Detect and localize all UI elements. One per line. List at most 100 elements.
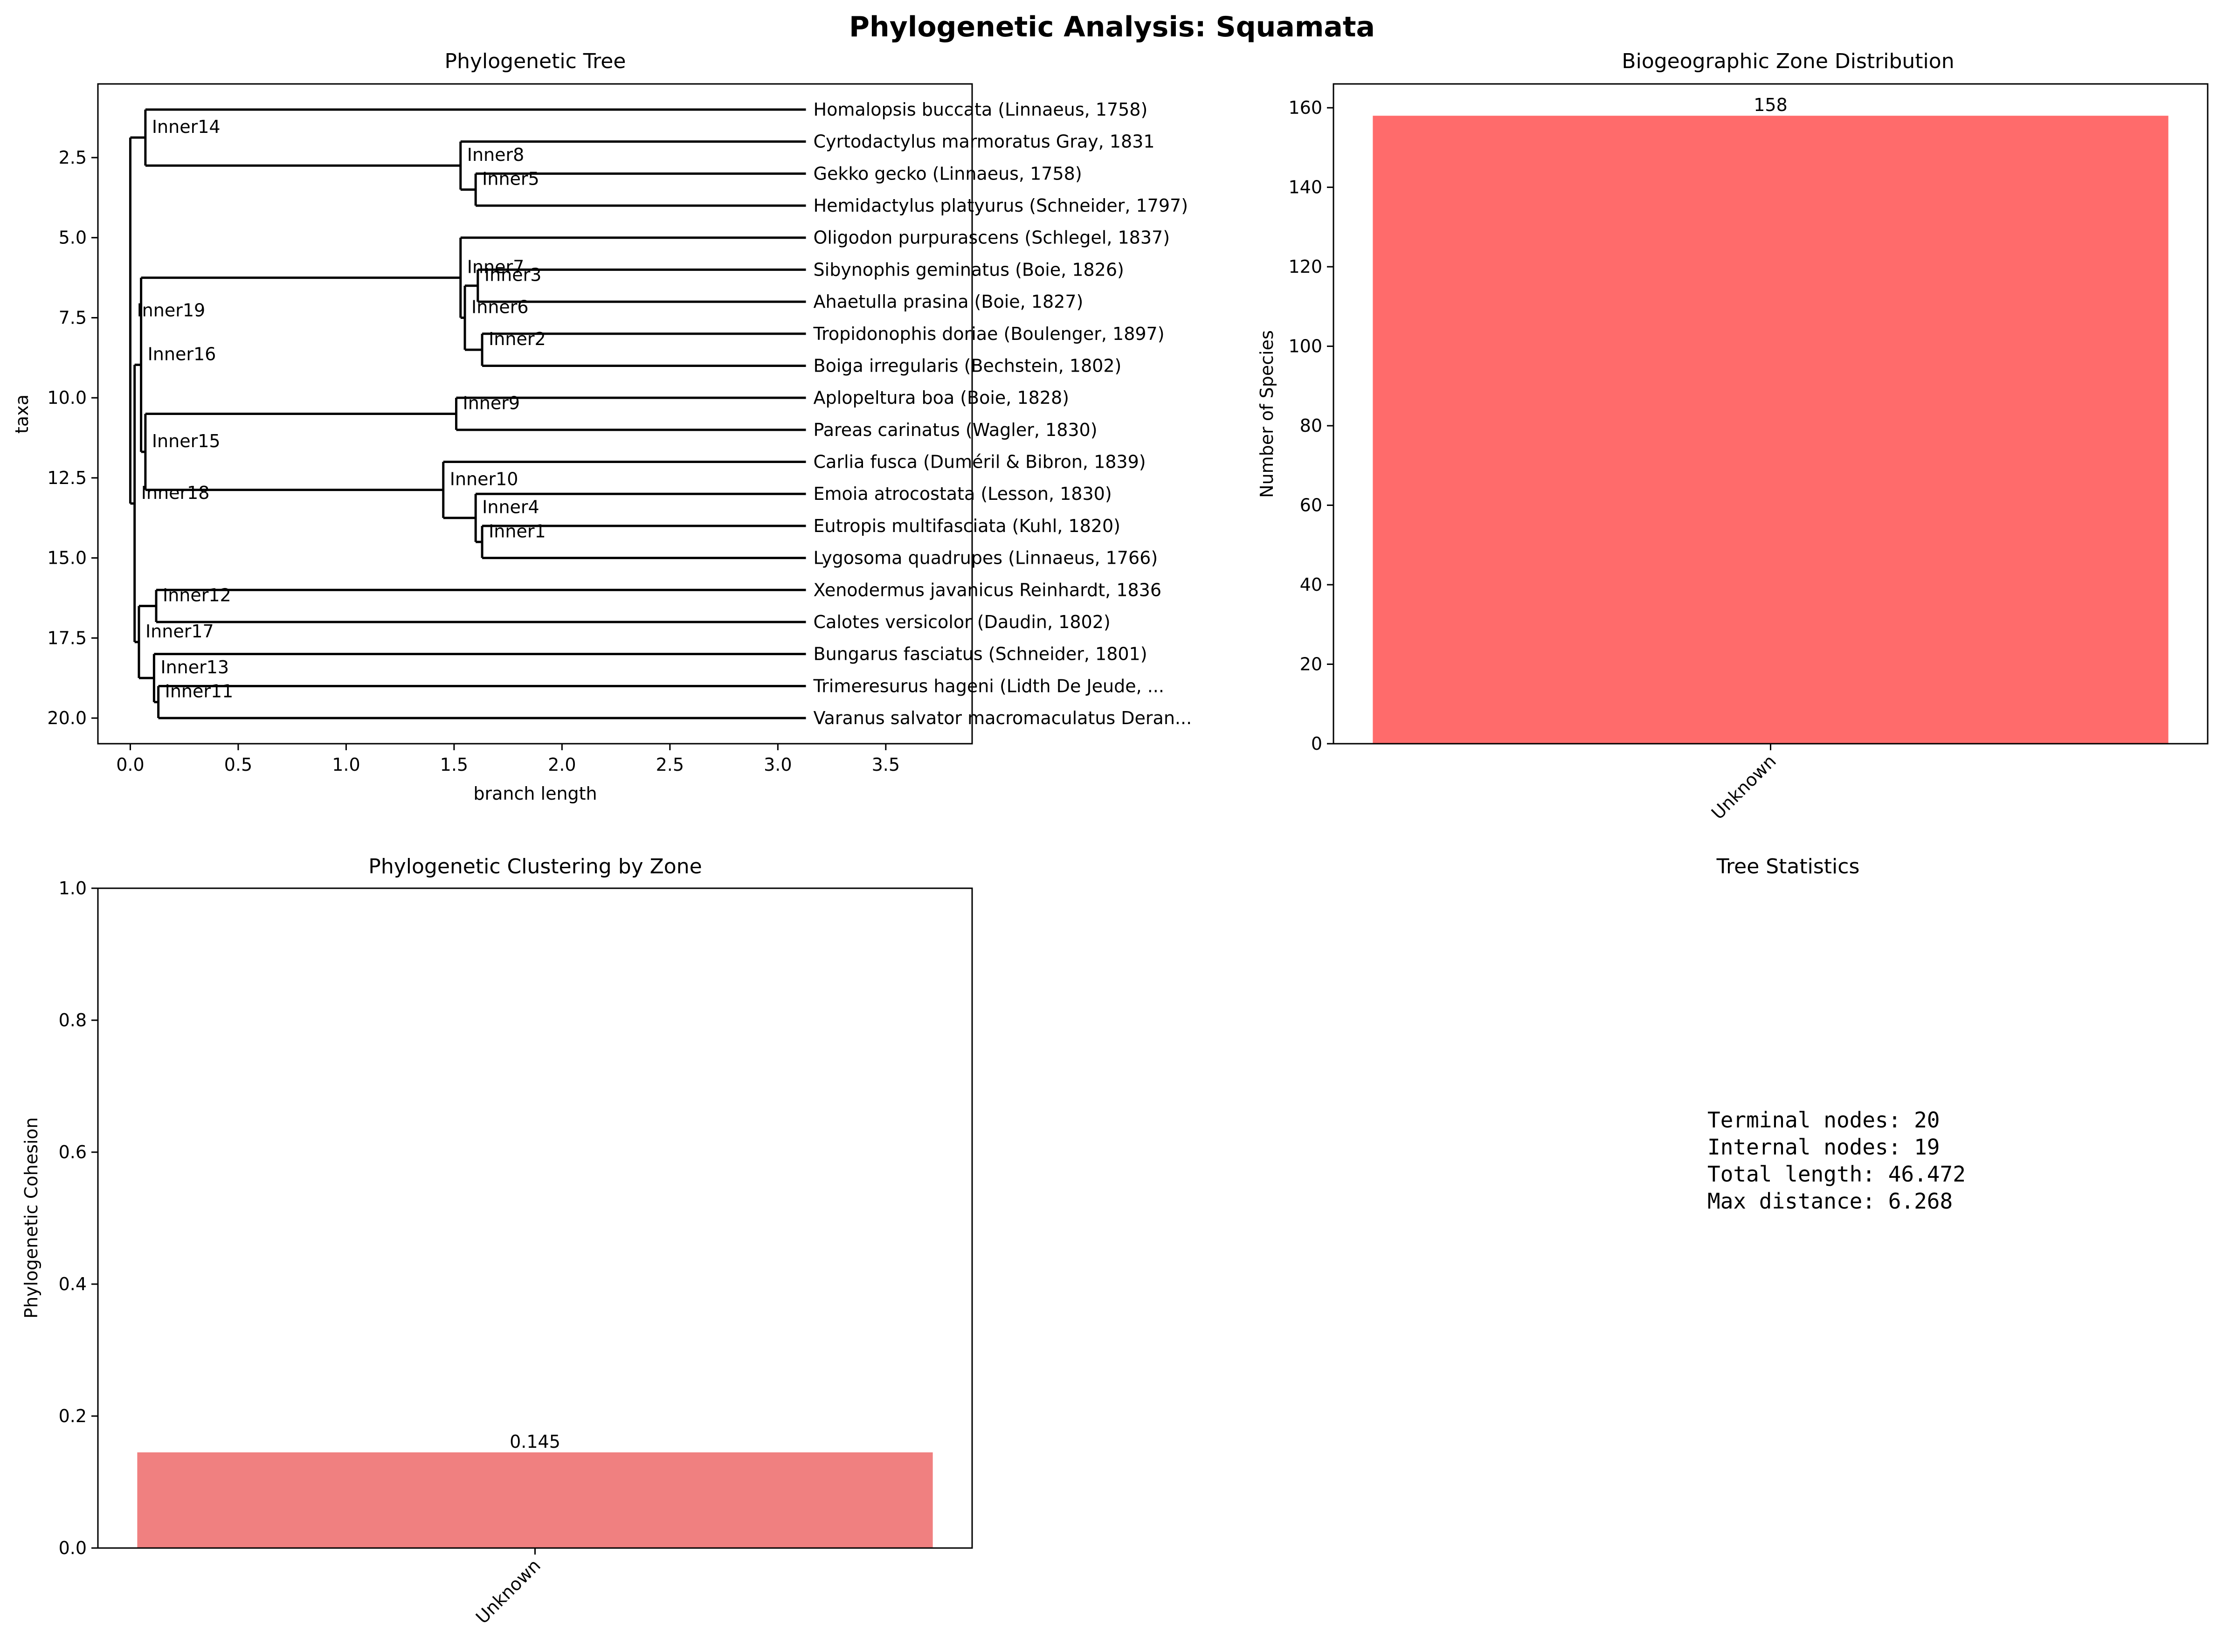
tree-leaf-label: Eutropis multifasciata (Kuhl, 1820): [814, 516, 1120, 536]
zone-bar: [1373, 116, 2169, 744]
tree-leaf-label: Hemidactylus platyurus (Schneider, 1797): [814, 195, 1188, 216]
tree-y-label: taxa: [12, 394, 32, 434]
cohesion-y-tick-label: 0.0: [59, 1538, 87, 1558]
zone-y-tick-label: 160: [1288, 97, 1322, 118]
tree-y-tick-label: 2.5: [59, 147, 87, 168]
cohesion-y-axis: 0.0 0.2 0.4 0.6 0.8 1.0: [59, 878, 98, 1558]
stats-line-terminal: Terminal nodes: 20: [1707, 1107, 1940, 1133]
tree-x-tick-label: 1.5: [440, 754, 468, 775]
tree-leaf-label: Trimeresurus hageni (Lidth De Jeude, ...: [813, 676, 1164, 696]
zone-y-tick-label: 80: [1300, 415, 1322, 436]
tree-x-label: branch length: [473, 783, 597, 804]
stats-line-total: Total length: 46.472: [1707, 1161, 1966, 1187]
tree-x-tick-label: 1.0: [332, 754, 360, 775]
tree-y-tick-label: 15.0: [47, 548, 87, 568]
tree-x-tick-label: 2.5: [656, 754, 684, 775]
stats-line-internal: Internal nodes: 19: [1707, 1134, 1940, 1160]
tree-node-label: Inner9: [463, 393, 520, 414]
zone-y-tick-label: 140: [1288, 177, 1322, 198]
tree-y-tick-label: 7.5: [59, 307, 87, 328]
stats-line-max: Max distance: 6.268: [1707, 1189, 1953, 1214]
cohesion-y-label: Phylogenetic Cohesion: [21, 1117, 41, 1319]
tree-panel: Phylogenetic Tree Homalopsis buccata (Li…: [12, 49, 1192, 804]
tree-node-label: Inner10: [450, 469, 518, 490]
tree-y-tick-label: 20.0: [47, 708, 87, 728]
tree-leaf-label: Boiga irregularis (Bechstein, 1802): [814, 355, 1122, 376]
tree-node-label: Inner4: [482, 497, 539, 518]
tree-leaf-label: Calotes versicolor (Daudin, 1802): [814, 612, 1111, 632]
tree-leaf-label: Gekko gecko (Linnaeus, 1758): [814, 163, 1082, 184]
tree-title: Phylogenetic Tree: [445, 49, 626, 73]
tree-x-tick-label: 0.0: [116, 754, 144, 775]
tree-leaf-label: Bungarus fasciatus (Schneider, 1801): [814, 644, 1147, 664]
tree-node-label: Inner7: [467, 257, 525, 277]
stats-panel: Tree Statistics Terminal nodes: 20 Inter…: [1707, 855, 1966, 1214]
tree-y-tick-label: 12.5: [47, 468, 87, 488]
cohesion-x-axis: Unknown: [472, 1548, 545, 1628]
tree-node-label: Inner3: [484, 265, 542, 285]
stats-title: Tree Statistics: [1716, 855, 1860, 878]
tree-leaf-label: Lygosoma quadrupes (Linnaeus, 1766): [814, 548, 1158, 568]
tree-x-tick-label: 2.0: [548, 754, 576, 775]
tree-leaf-label: Carlia fusca (Duméril & Bibron, 1839): [814, 452, 1146, 472]
tree-node-label: Inner18: [141, 483, 210, 503]
zone-y-axis: 0 20 40 60 80 100 120 140 160: [1288, 97, 1333, 754]
tree-leaf-label: Cyrtodactylus marmoratus Gray, 1831: [814, 131, 1155, 152]
tree-branches: Homalopsis buccata (Linnaeus, 1758) Cyrto…: [129, 99, 1192, 728]
cohesion-y-tick-label: 0.2: [59, 1406, 87, 1426]
zone-bars: 158: [1373, 95, 2169, 744]
zone-y-tick-label: 40: [1300, 574, 1322, 595]
cohesion-y-tick-label: 0.8: [59, 1010, 87, 1030]
tree-x-tick-label: 3.0: [764, 754, 792, 775]
figure-title: Phylogenetic Analysis: Squamata: [849, 11, 1375, 43]
tree-leaf-label: Sibynophis geminatus (Boie, 1826): [814, 259, 1124, 280]
cohesion-panel: Phylogenetic Clustering by Zone 0.145 0.…: [21, 855, 973, 1628]
zone-frame: [1333, 83, 2209, 745]
tree-node-label: Inner13: [160, 657, 229, 677]
tree-leaf-label: Aplopeltura boa (Boie, 1828): [814, 387, 1069, 408]
tree-x-axis: 0.0 0.5 1.0 1.5 2.0 2.5 3.0 3.5: [116, 744, 900, 775]
tree-node-label: Inner2: [489, 329, 546, 349]
tree-node-label: Inner1: [489, 521, 546, 541]
tree-y-tick-label: 5.0: [59, 228, 87, 248]
zone-bar-value-label: 158: [1754, 95, 1788, 115]
zone-y-tick-label: 100: [1288, 336, 1322, 357]
tree-node-label: Inner8: [467, 145, 525, 165]
tree-leaf-label: Tropidonophis doriae (Boulenger, 1897): [813, 324, 1165, 344]
tree-node-label: Inner16: [148, 344, 216, 364]
tree-leaf-label: Oligodon purpurascens (Schlegel, 1837): [814, 228, 1170, 248]
cohesion-y-tick-label: 1.0: [59, 878, 87, 899]
tree-leaf-label: Homalopsis buccata (Linnaeus, 1758): [814, 99, 1148, 120]
tree-leaf-label: Ahaetulla prasina (Boie, 1827): [814, 291, 1084, 312]
tree-node-label: Inner17: [145, 621, 214, 642]
tree-leaf-label: Pareas carinatus (Wagler, 1830): [814, 420, 1098, 440]
tree-y-tick-label: 10.0: [47, 387, 87, 408]
tree-frame: [97, 83, 973, 745]
zone-panel: Biogeographic Zone Distribution 158 0 20 4…: [1257, 49, 2209, 823]
zone-y-tick-label: 0: [1311, 733, 1322, 754]
tree-node-label: Inner14: [152, 117, 221, 137]
tree-x-tick-label: 3.5: [872, 754, 900, 775]
zone-x-tick-label: Unknown: [1707, 751, 1780, 823]
cohesion-title: Phylogenetic Clustering by Zone: [368, 855, 702, 878]
tree-node-label: Inner19: [137, 300, 205, 320]
zone-y-tick-label: 120: [1288, 256, 1322, 277]
zone-y-tick-label: 20: [1300, 654, 1322, 675]
cohesion-frame: [97, 887, 973, 1549]
zone-y-label: Number of Species: [1257, 330, 1277, 498]
cohesion-x-tick-label: Unknown: [472, 1555, 545, 1628]
tree-node-label: Inner15: [152, 431, 221, 451]
zone-x-axis: Unknown: [1707, 744, 1780, 823]
tree-node-label: Inner12: [163, 585, 231, 606]
tree-x-tick-label: 0.5: [224, 754, 252, 775]
tree-leaf-label: Emoia atrocostata (Lesson, 1830): [814, 484, 1112, 504]
tree-node-label: Inner6: [471, 297, 529, 317]
cohesion-y-tick-label: 0.4: [59, 1274, 87, 1294]
cohesion-bar: [137, 1452, 933, 1548]
tree-y-axis: 2.5 5.0 7.5 10.0 12.5 15.0 17.5 20.0: [47, 147, 98, 728]
tree-node-label: Inner5: [482, 169, 539, 189]
cohesion-bars: 0.145: [137, 1431, 933, 1548]
tree-y-tick-label: 17.5: [47, 628, 87, 648]
zone-title: Biogeographic Zone Distribution: [1622, 49, 1954, 73]
